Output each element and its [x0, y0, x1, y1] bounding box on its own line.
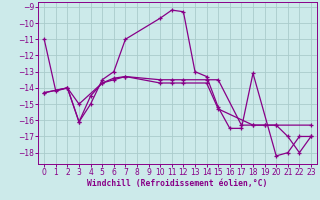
X-axis label: Windchill (Refroidissement éolien,°C): Windchill (Refroidissement éolien,°C) [87, 179, 268, 188]
